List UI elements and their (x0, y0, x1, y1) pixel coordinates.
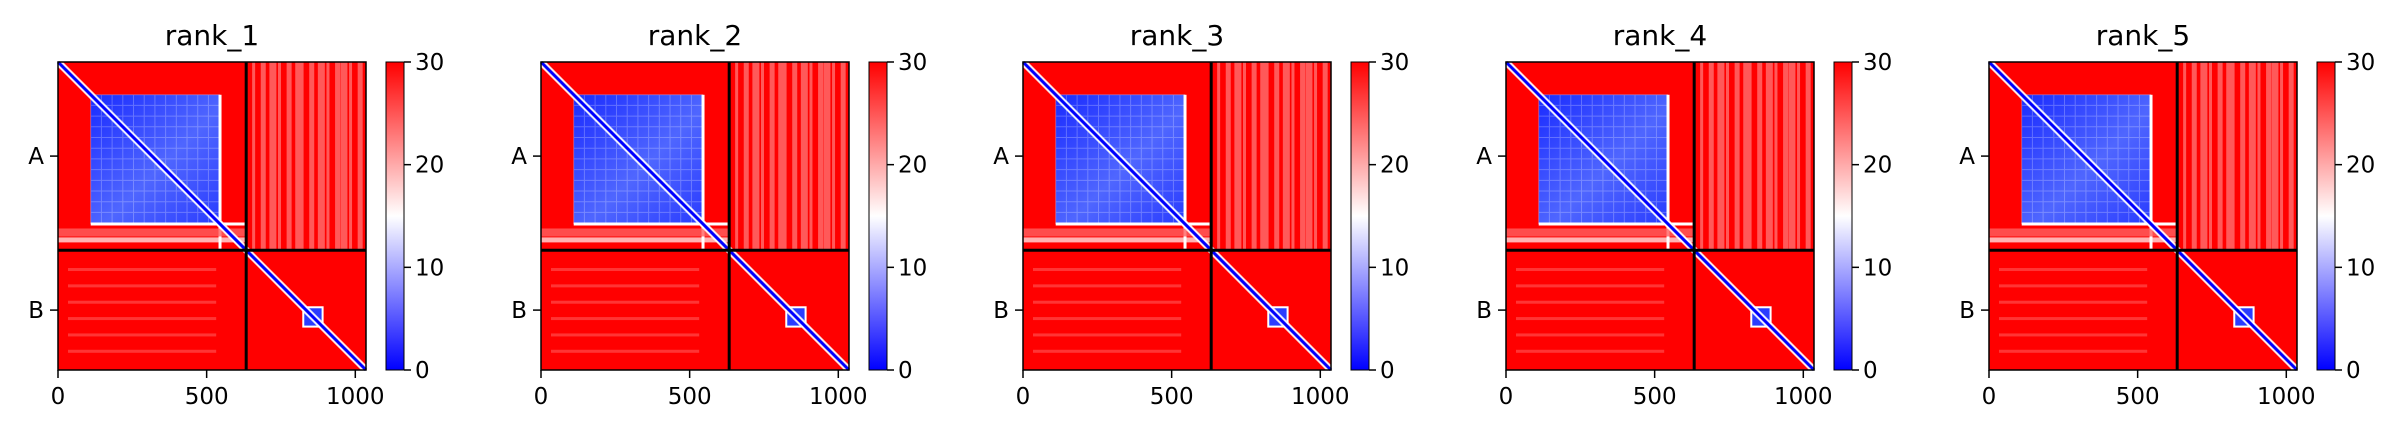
plot-frame (1505, 61, 1815, 371)
colorbar-tick-label: 10 (415, 255, 444, 281)
y-tick-label: A (28, 144, 44, 170)
colorbar (1833, 61, 1853, 371)
colorbar-tick-label: 20 (2346, 153, 2375, 179)
colorbar-tick-label: 30 (415, 50, 444, 76)
colorbar-tick-label: 0 (415, 358, 430, 384)
colorbar-tick-label: 20 (1863, 153, 1892, 179)
colorbar (385, 61, 405, 371)
diagonal-line (1987, 60, 2299, 372)
heatmap-panel-2: rank_2 0 500 1000 A B 0 10 20 30 (511, 19, 927, 410)
chain-a-texture (90, 94, 221, 225)
y-tick-label: B (28, 298, 44, 324)
interchain-streaks (1516, 62, 1811, 353)
colorbar (868, 61, 888, 371)
panel-title: rank_5 (2096, 19, 2190, 52)
x-tick-label: 0 (534, 384, 549, 410)
chain-a-texture (2021, 94, 2152, 225)
colorbar-tick-label: 10 (898, 255, 927, 281)
panel-title: rank_3 (1130, 19, 1224, 52)
panel-title: rank_1 (165, 19, 259, 52)
heatmap-panel-3: rank_3 0 500 1000 A B 0 10 20 30 (993, 19, 1409, 410)
chain-a-stripe (541, 228, 730, 237)
colorbar-tick-label: 30 (1863, 50, 1892, 76)
x-tick-label: 1000 (326, 384, 385, 410)
colorbar-tick-label: 30 (898, 50, 927, 76)
chain-a-stripe (1506, 237, 1695, 243)
y-tick-label: A (993, 144, 1009, 170)
colorbar-tick-label: 20 (898, 153, 927, 179)
diagonal-line (1021, 60, 1333, 372)
interchain-streaks (1033, 62, 1328, 353)
plot-frame (57, 61, 367, 371)
colorbar-tick-label: 20 (1380, 153, 1409, 179)
heatmap-panel-1: rank_1 0 500 1000 A B 0 10 20 30 (28, 19, 444, 410)
diagonal-line (56, 60, 368, 372)
x-tick-label: 0 (1982, 384, 1997, 410)
colorbar (2316, 61, 2336, 371)
colorbar-tick-label: 30 (2346, 50, 2375, 76)
y-tick-label: B (1476, 298, 1492, 324)
x-tick-label: 1000 (809, 384, 868, 410)
chain-a-stripe (1989, 228, 2178, 237)
colorbar-tick-label: 10 (1380, 255, 1409, 281)
chain-a-stripe (58, 237, 247, 243)
heatmap-panel-5: rank_5 0 500 1000 A B 0 10 20 30 (1959, 19, 2375, 410)
x-tick-label: 1000 (1291, 384, 1350, 410)
diagonal-line (1504, 60, 1816, 372)
interchain-streaks (68, 62, 363, 353)
diagonal-line (539, 60, 851, 372)
panel-title: rank_2 (648, 19, 742, 52)
x-tick-label: 500 (2116, 384, 2160, 410)
chain-a-texture (573, 94, 704, 225)
plot-frame (540, 61, 850, 371)
heatmap-panel-4: rank_4 0 500 1000 A B 0 10 20 30 (1476, 19, 1892, 410)
x-tick-label: 0 (1016, 384, 1031, 410)
y-tick-label: A (511, 144, 527, 170)
x-tick-label: 500 (1150, 384, 1194, 410)
chain-a-texture (1055, 94, 1186, 225)
x-tick-label: 1000 (1774, 384, 1833, 410)
x-tick-label: 0 (1499, 384, 1514, 410)
colorbar-tick-label: 30 (1380, 50, 1409, 76)
colorbar-tick-label: 0 (2346, 358, 2361, 384)
colorbar-tick-label: 0 (898, 358, 913, 384)
chain-a-stripe (541, 237, 730, 243)
chain-a-stripe (1989, 237, 2178, 243)
plot-frame (1988, 61, 2298, 371)
y-tick-label: B (1959, 298, 1975, 324)
y-tick-label: B (993, 298, 1009, 324)
interchain-streaks (1999, 62, 2294, 353)
panel-title: rank_4 (1613, 19, 1707, 52)
chain-a-stripe (1023, 237, 1212, 243)
y-tick-label: B (511, 298, 527, 324)
x-tick-label: 500 (185, 384, 229, 410)
y-tick-label: A (1959, 144, 1975, 170)
colorbar-tick-label: 0 (1380, 358, 1395, 384)
colorbar-tick-label: 10 (1863, 255, 1892, 281)
colorbar (1350, 61, 1370, 371)
y-tick-label: A (1476, 144, 1492, 170)
colorbar-tick-label: 20 (415, 153, 444, 179)
chain-a-stripe (1023, 228, 1212, 237)
x-tick-label: 1000 (2257, 384, 2316, 410)
colorbar-tick-label: 0 (1863, 358, 1878, 384)
interchain-streaks (551, 62, 846, 353)
chain-a-stripe (58, 228, 247, 237)
x-tick-label: 500 (668, 384, 712, 410)
colorbar-tick-label: 10 (2346, 255, 2375, 281)
x-tick-label: 0 (51, 384, 66, 410)
plot-frame (1022, 61, 1332, 371)
x-tick-label: 500 (1633, 384, 1677, 410)
chain-a-stripe (1506, 228, 1695, 237)
